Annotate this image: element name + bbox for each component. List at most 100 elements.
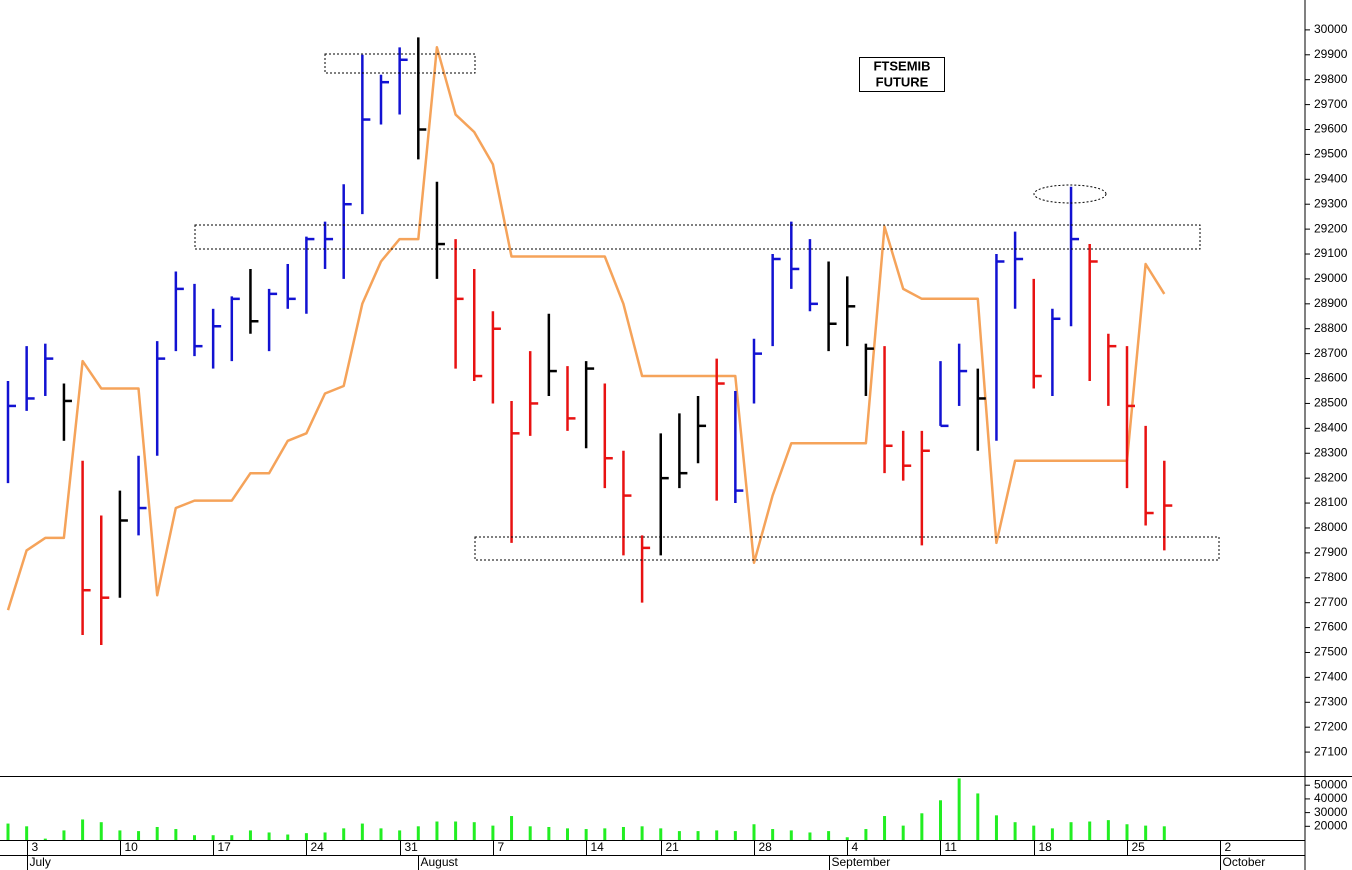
x-tick-label: 7 <box>498 840 505 854</box>
volume-bar <box>1032 825 1036 840</box>
x-tick-label: 2 <box>1225 840 1232 854</box>
volume-bar <box>733 831 737 840</box>
volume-bar <box>379 828 383 840</box>
volume-bar <box>808 832 812 840</box>
volume-bar <box>137 831 141 840</box>
x-tick-label: 28 <box>759 840 773 854</box>
chart-title: FTSEMIB <box>873 58 930 73</box>
volume-bar <box>472 822 476 840</box>
y-tick-label: 28900 <box>1314 296 1348 310</box>
volume-bar <box>1144 825 1148 840</box>
y-tick-label: 29400 <box>1314 171 1348 185</box>
volume-bar <box>118 830 122 840</box>
volume-bar <box>752 824 756 840</box>
y-tick-label: 28200 <box>1314 470 1348 484</box>
volume-bar <box>454 821 458 840</box>
y-tick-label: 27600 <box>1314 620 1348 634</box>
volume-tick-label: 40000 <box>1314 791 1348 805</box>
month-label: July <box>30 855 51 869</box>
y-tick-label: 30000 <box>1314 22 1348 36</box>
volume-bar <box>696 831 700 840</box>
volume-bar <box>1050 828 1054 840</box>
y-tick-label: 27900 <box>1314 545 1348 559</box>
y-tick-label: 29300 <box>1314 196 1348 210</box>
volume-tick-label: 30000 <box>1314 805 1348 819</box>
y-tick-label: 29600 <box>1314 122 1348 136</box>
x-tick-label: 31 <box>405 840 419 854</box>
volume-bar <box>771 829 775 840</box>
volume-bar <box>715 830 719 840</box>
volume-bar <box>677 831 681 840</box>
chart-title: FUTURE <box>876 74 929 89</box>
volume-bar <box>584 829 588 840</box>
y-tick-label: 27300 <box>1314 694 1348 708</box>
volume-bar <box>155 826 159 840</box>
volume-bar <box>1013 822 1017 840</box>
volume-bar <box>81 819 85 840</box>
volume-tick-label: 20000 <box>1314 818 1348 832</box>
volume-bar <box>62 830 66 840</box>
volume-bar <box>435 821 439 840</box>
y-tick-label: 29200 <box>1314 221 1348 235</box>
volume-bar <box>416 826 420 840</box>
volume-bar <box>1125 824 1129 840</box>
y-tick-label: 27800 <box>1314 570 1348 584</box>
x-tick-label: 10 <box>125 840 139 854</box>
x-tick-label: 3 <box>32 840 39 854</box>
volume-bar <box>230 835 234 840</box>
volume-bar <box>920 813 924 840</box>
volume-bar <box>1088 821 1092 840</box>
volume-bar <box>939 800 942 840</box>
x-tick-label: 14 <box>591 840 605 854</box>
volume-bar <box>976 793 980 840</box>
volume-bar <box>286 834 290 840</box>
volume-bar <box>267 832 271 840</box>
x-tick-label: 21 <box>666 840 680 854</box>
y-tick-label: 28100 <box>1314 495 1348 509</box>
zone-box <box>324 53 476 74</box>
volume-bar <box>901 825 905 840</box>
y-tick-label: 28700 <box>1314 346 1348 360</box>
x-tick-label: 24 <box>311 840 325 854</box>
volume-bar <box>566 828 569 840</box>
volume-bar <box>1069 822 1073 840</box>
volume-bar <box>360 823 364 840</box>
month-label: September <box>832 855 891 869</box>
month-label: October <box>1223 855 1266 869</box>
month-label: August <box>421 855 459 869</box>
x-tick-label: 11 <box>945 840 958 854</box>
volume-bar <box>248 830 252 840</box>
volume-bar <box>603 828 607 840</box>
volume-bar <box>398 830 402 840</box>
volume-bar <box>845 837 849 840</box>
annotations <box>194 53 1220 561</box>
volume-bar <box>1106 820 1110 840</box>
y-tick-label: 29800 <box>1314 72 1348 86</box>
y-tick-label: 28400 <box>1314 421 1348 435</box>
zone-ellipse <box>1033 184 1107 204</box>
x-tick-label: 18 <box>1039 840 1053 854</box>
y-tick-label: 27700 <box>1314 595 1348 609</box>
y-tick-label: 28600 <box>1314 371 1348 385</box>
volume-bar <box>174 829 178 840</box>
indicator-line <box>6 46 1166 611</box>
volume-bar <box>510 816 514 840</box>
x-tick-label: 4 <box>852 840 859 854</box>
volume-bar <box>994 815 998 840</box>
zone-box <box>474 536 1220 561</box>
volume-bar <box>491 825 495 840</box>
volume-bar <box>640 826 644 840</box>
y-tick-label: 28000 <box>1314 520 1348 534</box>
volume-bar <box>211 835 215 840</box>
volume-bar <box>193 835 196 840</box>
y-tick-label: 27500 <box>1314 645 1348 659</box>
volume-bar <box>25 826 29 840</box>
volume-bar <box>1162 826 1166 840</box>
y-tick-label: 27400 <box>1314 670 1348 684</box>
volume-bar <box>789 830 793 840</box>
y-tick-label: 27200 <box>1314 719 1348 733</box>
y-tick-label: 27100 <box>1314 744 1348 758</box>
y-tick-label: 28300 <box>1314 445 1348 459</box>
title-box <box>859 57 945 92</box>
volume-bar <box>547 826 551 840</box>
